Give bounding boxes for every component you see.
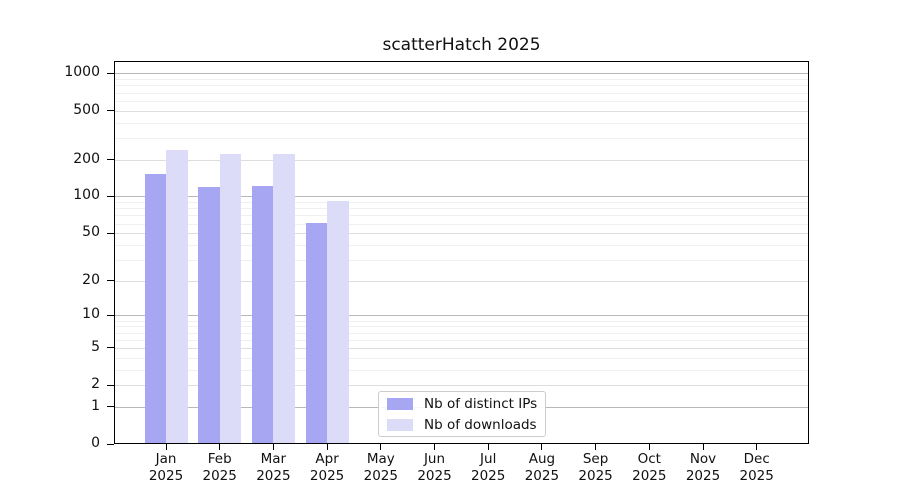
gridline-y-10 xyxy=(115,315,808,317)
gridline-y-50 xyxy=(115,233,808,235)
gridline-y-6 xyxy=(115,339,808,341)
x-tick-label-jul-2025: Jul 2025 xyxy=(471,451,506,484)
gridline-y-300 xyxy=(115,137,808,139)
gridline-y-7 xyxy=(115,332,808,334)
gridline-y-20 xyxy=(115,280,808,282)
x-tick-jun-2025 xyxy=(434,444,435,450)
gridline-y-200 xyxy=(115,159,808,161)
y-tick-1 xyxy=(107,406,114,408)
x-tick-label-feb-2025: Feb 2025 xyxy=(202,451,237,484)
y-tick-label-50: 50 xyxy=(82,224,100,241)
x-tick-aug-2025 xyxy=(541,444,543,450)
gridline-y-8 xyxy=(115,326,808,328)
y-tick-500 xyxy=(107,110,114,111)
y-tick-200 xyxy=(107,159,114,160)
legend-label-distinct-ips: Nb of distinct IPs xyxy=(424,395,538,412)
gridline-y-30 xyxy=(115,259,808,261)
x-tick-apr-2025 xyxy=(326,444,328,450)
gridline-y-3 xyxy=(115,369,808,371)
legend-row-downloads: Nb of downloads xyxy=(387,414,545,435)
y-tick-label-200: 200 xyxy=(73,150,100,167)
gridline-y-5 xyxy=(115,347,808,349)
y-tick-label-500: 500 xyxy=(73,101,100,118)
gridline-y-90 xyxy=(115,202,808,203)
gridline-y-100 xyxy=(115,196,808,198)
legend-swatch-downloads xyxy=(387,418,413,431)
gridline-y-700 xyxy=(115,92,808,94)
y-tick-100 xyxy=(107,195,114,197)
y-tick-20 xyxy=(107,280,114,282)
gridline-y-9 xyxy=(115,320,808,322)
gridline-y-600 xyxy=(115,100,808,102)
gridline-y-900 xyxy=(115,79,808,80)
gridline-y-1000 xyxy=(115,73,808,75)
x-tick-jan-2025 xyxy=(165,444,167,450)
gridline-y-70 xyxy=(115,215,808,217)
y-tick-1000 xyxy=(107,72,114,74)
legend-row-distinct-ips: Nb of distinct IPs xyxy=(387,393,545,414)
x-tick-dec-2025 xyxy=(756,444,758,450)
x-tick-jul-2025 xyxy=(487,444,489,450)
x-tick-may-2025 xyxy=(380,444,382,450)
x-tick-oct-2025 xyxy=(648,444,650,450)
gridline-y-500 xyxy=(115,110,808,112)
x-tick-nov-2025 xyxy=(702,444,704,450)
bar-nb-of-distinct-ips-apr-2025 xyxy=(305,222,328,443)
x-tick-label-oct-2025: Oct 2025 xyxy=(632,451,667,484)
x-tick-sep-2025 xyxy=(595,444,597,450)
y-tick-0 xyxy=(107,443,114,445)
x-tick-label-apr-2025: Apr 2025 xyxy=(309,451,345,484)
y-tick-2 xyxy=(107,384,114,386)
legend-label-downloads: Nb of downloads xyxy=(424,416,537,433)
y-tick-label-5: 5 xyxy=(91,338,100,355)
y-tick-label-10: 10 xyxy=(82,306,100,323)
legend-box: Nb of distinct IPs Nb of downloads xyxy=(378,391,546,437)
y-tick-label-1: 1 xyxy=(91,397,100,414)
x-tick-label-dec-2025: Dec 2025 xyxy=(739,451,774,484)
y-tick-label-1000: 1000 xyxy=(64,64,100,81)
x-tick-mar-2025 xyxy=(272,444,274,450)
y-tick-label-0: 0 xyxy=(91,435,100,451)
y-tick-label-20: 20 xyxy=(82,271,100,288)
gridline-y-40 xyxy=(115,244,808,246)
bar-nb-of-downloads-apr-2025 xyxy=(327,200,349,443)
x-tick-label-jan-2025: Jan 2025 xyxy=(148,451,184,484)
x-tick-label-nov-2025: Nov 2025 xyxy=(685,451,721,484)
x-tick-label-sep-2025: Sep 2025 xyxy=(578,451,613,484)
legend-swatch-distinct-ips xyxy=(387,397,413,410)
y-tick-5 xyxy=(107,347,114,349)
bar-nb-of-distinct-ips-jan-2025 xyxy=(144,174,166,443)
x-tick-label-jun-2025: Jun 2025 xyxy=(417,451,452,484)
y-tick-label-2: 2 xyxy=(91,376,100,393)
x-tick-label-mar-2025: Mar 2025 xyxy=(256,451,291,484)
y-tick-50 xyxy=(107,232,114,234)
x-tick-label-aug-2025: Aug 2025 xyxy=(524,451,560,484)
chart-title: scatterHatch 2025 xyxy=(382,35,541,55)
gridline-y-2 xyxy=(115,385,808,387)
bar-nb-of-downloads-feb-2025 xyxy=(219,153,242,443)
gridline-y-800 xyxy=(115,85,808,87)
y-tick-10 xyxy=(107,314,114,316)
gridline-y-60 xyxy=(115,223,808,225)
bar-nb-of-distinct-ips-feb-2025 xyxy=(198,186,220,443)
bar-nb-of-distinct-ips-mar-2025 xyxy=(251,185,274,443)
x-tick-label-may-2025: May 2025 xyxy=(363,451,398,484)
gridline-y-4 xyxy=(115,357,808,359)
x-tick-feb-2025 xyxy=(219,444,221,450)
bar-nb-of-downloads-mar-2025 xyxy=(273,153,295,443)
gridline-y-80 xyxy=(115,208,808,210)
gridline-y-400 xyxy=(115,122,808,124)
bar-nb-of-downloads-jan-2025 xyxy=(166,149,188,443)
y-tick-label-100: 100 xyxy=(73,187,100,204)
